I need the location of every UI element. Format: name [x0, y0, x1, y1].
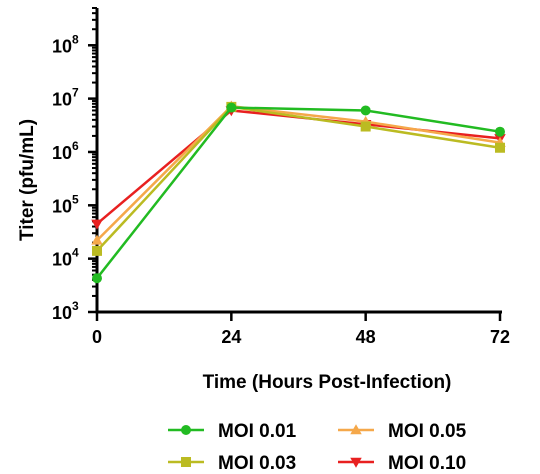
- data-point: [92, 245, 102, 256]
- x-tick-label: 0: [92, 327, 102, 347]
- y-tick-label: 10: [52, 303, 72, 323]
- data-point: [360, 121, 371, 132]
- y-tick-exponent: 8: [72, 32, 79, 46]
- x-ticks: 0 24 48 72: [92, 312, 510, 347]
- data-point: [91, 234, 103, 245]
- data-point: [360, 105, 371, 116]
- y-axis-label: Titer (pfu/mL): [17, 119, 38, 241]
- y-tick-label: 10: [52, 196, 72, 216]
- y-tick-label: 10: [52, 143, 72, 163]
- series-line: [96, 106, 501, 279]
- legend-item: MOI 0.01: [168, 421, 297, 442]
- x-axis-label: Time (Hours Post-Infection): [203, 372, 452, 393]
- legend-marker: [350, 457, 362, 468]
- x-tick-label: 24: [221, 327, 241, 347]
- legend-item: MOI 0.05: [338, 421, 467, 442]
- legend-item: MOI 0.03: [168, 453, 296, 474]
- series-layer: [91, 100, 506, 284]
- legend-label: MOI 0.01: [218, 421, 297, 442]
- legend-marker: [181, 425, 191, 435]
- series-line: [96, 104, 501, 242]
- legend-marker: [181, 457, 191, 467]
- data-point: [495, 126, 505, 137]
- y-tick-exponent: 4: [72, 246, 79, 260]
- y-tick-label: 10: [52, 36, 72, 56]
- legend-item: MOI 0.10: [338, 453, 466, 474]
- series-moi-0-03: [92, 101, 505, 256]
- series-moi-0-10: [91, 106, 506, 230]
- legend-marker: [350, 424, 362, 435]
- legend-label: MOI 0.05: [388, 421, 467, 442]
- y-tick-label: 10: [52, 250, 72, 270]
- y-tick-exponent: 7: [72, 86, 79, 100]
- data-point: [226, 102, 237, 113]
- series-line: [96, 105, 501, 252]
- y-tick-exponent: 5: [72, 192, 79, 206]
- x-tick-label: 48: [356, 327, 376, 347]
- x-tick-label: 72: [490, 327, 510, 347]
- data-point: [91, 219, 103, 230]
- legend: MOI 0.01 MOI 0.05 MOI 0.03 MOI 0.10: [168, 421, 467, 474]
- data-point: [495, 142, 505, 153]
- data-point: [92, 273, 102, 284]
- y-tick-label: 10: [52, 90, 72, 110]
- y-tick-exponent: 6: [72, 139, 79, 153]
- series-moi-0-01: [92, 102, 505, 284]
- legend-label: MOI 0.10: [388, 453, 466, 474]
- axes: [95, 8, 502, 314]
- y-tick-exponent: 3: [72, 299, 79, 313]
- series-line: [96, 109, 501, 225]
- legend-label: MOI 0.03: [218, 453, 296, 474]
